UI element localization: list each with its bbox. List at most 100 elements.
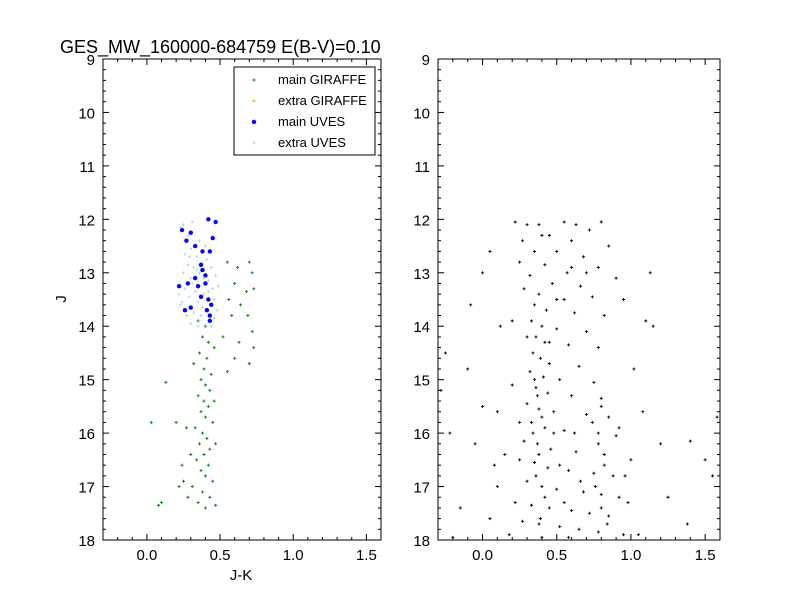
data-point	[540, 233, 544, 237]
data-point	[528, 273, 532, 277]
data-point	[233, 281, 237, 285]
data-point	[209, 372, 213, 376]
data-point	[623, 474, 627, 478]
data-point	[211, 479, 215, 483]
data-point	[202, 367, 206, 371]
data-point	[206, 404, 210, 408]
data-point	[200, 306, 204, 310]
data-point	[198, 271, 202, 275]
data-point	[531, 431, 535, 435]
right-axes: 0.0 0.5 1.0 1.5 9 10 11 12 13 14 15 16 17 18	[413, 52, 721, 564]
data-point	[599, 404, 603, 408]
data-point	[198, 239, 202, 243]
y-tick-label: 9	[87, 52, 95, 69]
data-point	[199, 314, 203, 318]
data-point	[189, 322, 193, 326]
data-point	[507, 533, 511, 537]
data-points	[439, 220, 719, 539]
data-point	[530, 420, 534, 424]
data-point	[535, 394, 539, 398]
data-point	[555, 298, 559, 301]
data-point	[495, 410, 499, 414]
data-point	[513, 501, 517, 505]
data-point	[174, 420, 178, 424]
data-point	[190, 485, 194, 489]
data-point	[196, 501, 200, 505]
data-point	[602, 452, 606, 456]
data-point	[188, 230, 193, 235]
data-point	[632, 367, 636, 371]
data-point	[481, 271, 485, 275]
axes-frame	[102, 58, 382, 541]
data-point	[473, 442, 477, 446]
data-point	[213, 219, 218, 225]
data-point	[212, 316, 216, 320]
x-tick-label: 0.5	[210, 547, 231, 564]
y-tick-label: 16	[413, 426, 430, 443]
data-point	[192, 275, 198, 281]
x-tick-label: 0.0	[136, 547, 157, 564]
data-point	[537, 522, 541, 526]
data-point	[577, 527, 581, 531]
data-point	[193, 426, 197, 430]
data-point	[198, 351, 202, 355]
data-point	[466, 367, 470, 371]
data-point	[221, 335, 225, 339]
data-point	[196, 300, 200, 304]
data-point	[187, 255, 191, 259]
data-point	[205, 356, 209, 360]
data-point	[596, 442, 600, 446]
data-point	[200, 335, 204, 339]
data-point	[574, 450, 578, 454]
data-point	[180, 300, 184, 304]
data-point	[164, 380, 168, 384]
data-point	[186, 233, 190, 237]
data-point	[592, 471, 596, 475]
data-point	[214, 273, 218, 277]
data-point	[195, 255, 199, 259]
data-point	[666, 495, 670, 499]
data-point	[212, 298, 216, 301]
data-point	[546, 466, 550, 470]
data-point	[236, 265, 240, 269]
data-point	[562, 428, 566, 432]
data-point	[181, 479, 185, 483]
data-point	[587, 228, 591, 232]
data-point	[629, 458, 633, 462]
data-point	[211, 420, 215, 424]
series-0	[149, 260, 256, 510]
data-point	[555, 249, 559, 253]
data-point	[555, 327, 559, 331]
data-point	[659, 442, 663, 446]
data-point	[200, 490, 204, 494]
data-point	[189, 452, 193, 456]
data-point	[525, 479, 529, 483]
data-point	[203, 281, 208, 286]
data-point	[596, 265, 600, 269]
data-point	[541, 375, 545, 379]
data-point	[528, 370, 532, 374]
data-point	[488, 249, 492, 253]
data-point	[546, 391, 550, 395]
data-point	[599, 220, 603, 224]
legend-marker	[252, 99, 256, 103]
data-point	[176, 283, 182, 289]
data-point	[184, 426, 188, 430]
data-point	[573, 431, 577, 435]
data-point	[581, 255, 585, 259]
data-point	[688, 439, 692, 443]
data-point	[641, 410, 645, 414]
data-point	[587, 511, 591, 515]
data-point	[549, 447, 553, 451]
data-point	[195, 268, 199, 272]
data-point	[530, 503, 534, 507]
data-point	[192, 243, 198, 249]
data-point	[498, 324, 502, 328]
y-tick-label: 15	[78, 373, 95, 390]
data-point	[239, 303, 243, 307]
data-point	[581, 490, 585, 494]
data-point	[214, 442, 218, 446]
y-tick-label: 18	[78, 533, 95, 550]
data-point	[607, 514, 611, 518]
data-point	[537, 452, 541, 456]
